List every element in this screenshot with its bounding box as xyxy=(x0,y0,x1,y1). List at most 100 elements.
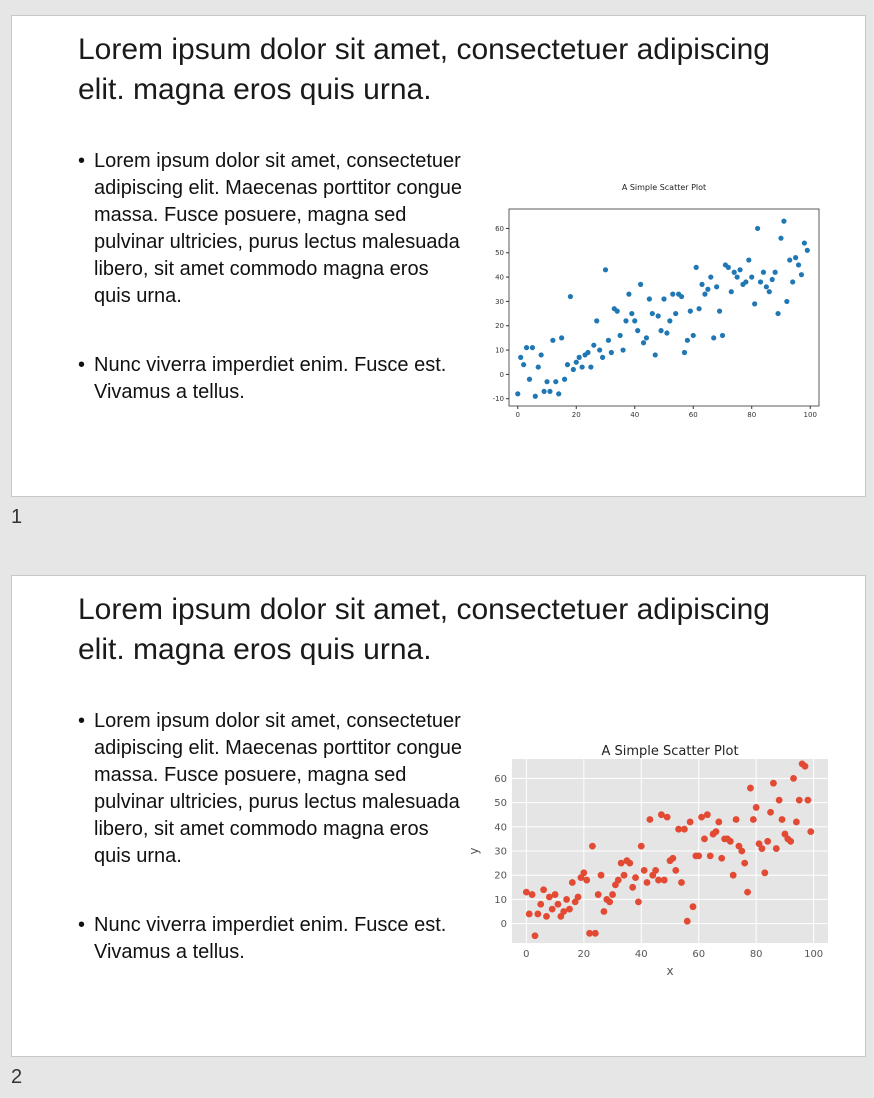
bullet-item[interactable]: Nunc viverra imperdiet enim. Fusce est. … xyxy=(78,352,468,406)
data-point xyxy=(675,825,683,833)
data-point xyxy=(661,296,667,302)
bullet-list[interactable]: Lorem ipsum dolor sit amet, consectetuer… xyxy=(78,708,468,966)
data-point xyxy=(574,893,582,901)
data-point xyxy=(646,816,654,823)
data-point xyxy=(563,896,570,903)
x-tick-label: 20 xyxy=(577,949,590,960)
data-point xyxy=(667,318,673,324)
data-point xyxy=(793,818,800,826)
data-point xyxy=(605,337,612,343)
y-tick-label: 50 xyxy=(494,798,507,809)
data-point xyxy=(515,391,521,397)
data-point xyxy=(754,225,761,232)
data-point xyxy=(551,891,559,898)
data-point xyxy=(775,310,781,317)
data-point xyxy=(778,235,784,241)
data-point xyxy=(801,762,809,770)
data-point xyxy=(586,929,593,937)
y-tick-label: 0 xyxy=(501,919,507,930)
data-point xyxy=(804,247,810,253)
data-point xyxy=(743,279,749,285)
scatter-chart[interactable]: 0 20 40 60 80 100 -10 0 10 20 30 40 50 60 A Simple Sca… xyxy=(474,176,824,421)
x-tick-label: 60 xyxy=(692,949,705,960)
data-point xyxy=(716,308,723,314)
data-point xyxy=(620,871,628,879)
data-point xyxy=(614,876,622,884)
data-point xyxy=(693,264,699,270)
data-point xyxy=(545,893,553,901)
data-point xyxy=(660,876,668,884)
data-point xyxy=(761,869,769,877)
data-point xyxy=(617,332,623,339)
data-point xyxy=(643,879,651,886)
bullet-item[interactable]: Nunc viverra imperdiet enim. Fusce est. … xyxy=(78,912,468,966)
slide-2[interactable]: Lorem ipsum dolor sit amet, consectetuer… xyxy=(11,575,866,1057)
data-point xyxy=(637,842,645,850)
data-point xyxy=(728,289,734,295)
slide-title[interactable]: Lorem ipsum dolor sit amet, consectetuer… xyxy=(78,33,770,106)
data-point xyxy=(632,874,639,882)
data-point xyxy=(570,366,576,373)
data-point xyxy=(559,335,565,341)
data-point xyxy=(617,859,625,867)
data-point xyxy=(749,816,757,823)
data-point xyxy=(684,337,690,343)
data-point xyxy=(715,818,723,826)
data-point xyxy=(541,388,547,395)
data-point xyxy=(626,859,634,867)
data-point xyxy=(711,335,717,341)
data-point xyxy=(790,279,796,285)
data-point xyxy=(787,257,793,263)
bullet-list[interactable]: Lorem ipsum dolor sit amet, consectetuer… xyxy=(78,148,468,406)
data-point xyxy=(757,279,764,285)
slide-title[interactable]: Lorem ipsum dolor sit amet, consectetuer… xyxy=(78,593,770,666)
bullet-item[interactable]: Lorem ipsum dolor sit amet, consectetuer… xyxy=(78,148,468,310)
x-tick-label: 40 xyxy=(630,411,639,419)
data-point xyxy=(664,330,670,336)
data-point xyxy=(560,908,568,915)
data-point xyxy=(672,866,680,874)
data-point xyxy=(640,340,647,346)
data-point xyxy=(737,267,743,273)
data-point xyxy=(561,376,568,382)
data-point xyxy=(752,804,760,811)
data-point xyxy=(663,813,671,821)
bullet-item[interactable]: Lorem ipsum dolor sit amet, consectetuer… xyxy=(78,708,468,870)
data-point xyxy=(544,379,550,385)
data-point xyxy=(588,364,594,370)
scatter-chart[interactable]: 0 20 40 60 80 100 0 10 20 30 40 50 60 A Simple Scatte… xyxy=(464,738,834,978)
data-point xyxy=(689,903,697,911)
data-point xyxy=(585,349,591,356)
data-point xyxy=(591,342,597,348)
data-point xyxy=(658,328,664,334)
y-tick-label: 20 xyxy=(494,871,507,882)
y-tick-label: 0 xyxy=(500,371,504,379)
data-point xyxy=(547,388,553,395)
chart-title: A Simple Scatter Plot xyxy=(601,744,738,759)
data-point xyxy=(678,879,685,886)
data-point xyxy=(764,837,772,845)
data-point xyxy=(597,347,603,353)
y-tick-label: 10 xyxy=(494,895,507,906)
data-point xyxy=(798,272,805,278)
slide-1[interactable]: Lorem ipsum dolor sit amet, consectetuer… xyxy=(11,15,866,497)
data-point xyxy=(670,291,676,297)
data-point xyxy=(531,932,539,940)
data-point xyxy=(705,286,711,292)
x-tick-label: 100 xyxy=(804,949,823,960)
slide-number: 1 xyxy=(11,506,23,528)
data-point xyxy=(680,825,688,833)
data-point xyxy=(696,306,702,312)
data-point xyxy=(690,332,696,339)
data-point xyxy=(708,274,714,280)
data-point xyxy=(537,900,545,908)
data-point xyxy=(714,284,720,290)
data-point xyxy=(725,264,731,270)
data-point xyxy=(731,269,737,275)
data-point xyxy=(678,293,685,300)
data-point xyxy=(638,281,644,287)
y-tick-label: 60 xyxy=(495,225,504,233)
data-point xyxy=(702,291,708,297)
data-point xyxy=(681,349,688,356)
data-point xyxy=(775,796,783,804)
